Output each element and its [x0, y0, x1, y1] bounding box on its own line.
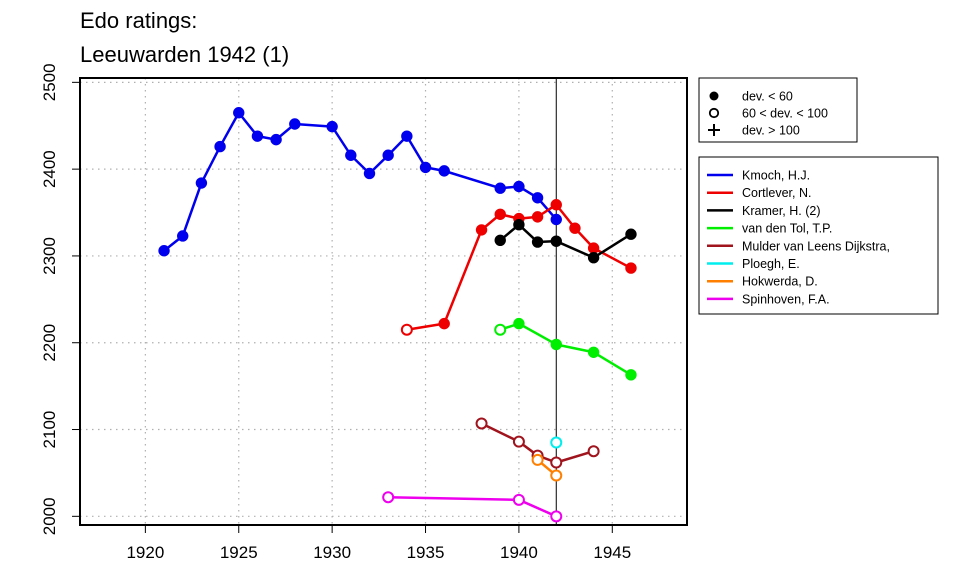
series-legend: Kmoch, H.J. Cortlever, N. Kramer, H. (2) va… [698, 156, 939, 315]
data-point-open [512, 493, 525, 506]
series-hokwerda-d [531, 453, 563, 482]
data-point-filled [270, 133, 282, 146]
data-point-filled [625, 262, 637, 274]
data-point-filled [494, 234, 506, 247]
data-point-filled [531, 211, 544, 223]
x-tick-label: 1935 [407, 543, 445, 562]
series-van-den-tol-t-p [494, 317, 637, 381]
data-point-open [400, 323, 413, 336]
data-point-filled [494, 208, 506, 220]
data-point-filled [513, 317, 525, 330]
series-spinhoven-f-a [382, 491, 563, 523]
x-tick-label: 1930 [313, 543, 351, 562]
series-group [158, 107, 637, 523]
y-tick-label: 2200 [40, 324, 59, 362]
data-point-filled [625, 369, 637, 381]
y-tick-label: 2500 [40, 63, 59, 101]
data-point-filled [363, 167, 376, 180]
data-point-filled [625, 228, 637, 240]
data-point-filled [550, 235, 562, 247]
marker-legend-label: 60 < dev. < 100 [742, 107, 828, 121]
data-point-filled [401, 130, 413, 142]
chart-title-line-2: Leeuwarden 1942 (1) [80, 42, 290, 67]
series-legend-label: Kmoch, H.J. [742, 169, 810, 183]
data-point-open [475, 417, 488, 430]
series-line [499, 322, 632, 376]
data-point-filled [177, 230, 189, 242]
series-kmoch-h-j [158, 107, 562, 257]
data-point-filled [513, 218, 525, 231]
chart-title-line-1: Edo ratings: [80, 8, 198, 33]
y-tick-label: 2400 [40, 150, 59, 188]
series-legend-label: van den Tol, T.P. [742, 222, 832, 236]
data-point-filled [438, 317, 450, 330]
x-tick-label: 1925 [220, 543, 258, 562]
data-point-open [550, 456, 563, 469]
data-point-filled [214, 140, 226, 153]
data-point-filled [419, 161, 432, 174]
x-tick-label: 1940 [500, 543, 538, 562]
axes: 1920 1925 1930 1935 1940 1945 2000 2100 2200 2300… [40, 63, 631, 562]
marker-legend-label: dev. > 100 [742, 124, 800, 138]
open-circle-icon [708, 107, 720, 119]
x-tick-label: 1920 [126, 543, 164, 562]
series-legend-box [698, 156, 939, 315]
series-legend-label: Mulder van Leens Dijkstra, [742, 239, 890, 253]
data-point-filled [158, 245, 170, 257]
data-point-open [382, 491, 395, 504]
data-point-filled [382, 149, 394, 161]
series-legend-label: Spinhoven, F.A. [742, 292, 830, 306]
data-point-open [550, 469, 563, 482]
data-point-filled [531, 236, 544, 248]
data-point-open [587, 445, 600, 458]
filled-circle-icon [709, 91, 719, 101]
x-tick-label: 1945 [593, 543, 631, 562]
data-point-filled [513, 180, 525, 193]
series-legend-label: Cortlever, N. [742, 186, 811, 200]
data-point-open [494, 323, 507, 336]
data-point-filled [531, 192, 544, 204]
data-point-filled [251, 130, 264, 142]
data-point-filled [326, 120, 338, 133]
data-point-open [550, 436, 563, 449]
data-point-filled [345, 149, 357, 161]
series-legend-label: Ploegh, E. [742, 257, 800, 271]
data-point-filled [587, 251, 600, 264]
y-tick-label: 2000 [40, 497, 59, 535]
plot-frame [79, 77, 688, 526]
y-tick-label: 2300 [40, 237, 59, 275]
data-point-filled [494, 182, 506, 194]
series-ploegh-e [550, 436, 563, 449]
series-legend-label: Kramer, H. (2) [742, 204, 821, 218]
data-point-filled [475, 224, 488, 236]
data-point-filled [289, 118, 301, 130]
data-point-filled [233, 107, 245, 119]
data-point-filled [438, 165, 450, 177]
marker-legend-label: dev. < 60 [742, 90, 793, 104]
data-point-filled [550, 213, 562, 226]
data-point-open [531, 453, 544, 466]
data-point-open [512, 435, 525, 448]
series-legend-label: Hokwerda, D. [742, 275, 818, 289]
data-point-filled [587, 346, 600, 358]
series-line [388, 495, 557, 518]
data-point-filled [550, 199, 562, 211]
y-tick-label: 2100 [40, 411, 59, 449]
marker-legend: dev. < 60 60 < dev. < 100 dev. > 100 [698, 77, 858, 143]
marker-legend-box [698, 77, 858, 143]
data-point-filled [587, 242, 600, 254]
data-point-open [550, 510, 563, 523]
series-line [406, 203, 632, 331]
series-kramer-h-2 [494, 218, 637, 264]
data-point-filled [550, 338, 562, 351]
series-line [163, 111, 558, 252]
grid [80, 78, 687, 525]
data-point-filled [195, 177, 208, 189]
data-point-filled [569, 222, 581, 234]
